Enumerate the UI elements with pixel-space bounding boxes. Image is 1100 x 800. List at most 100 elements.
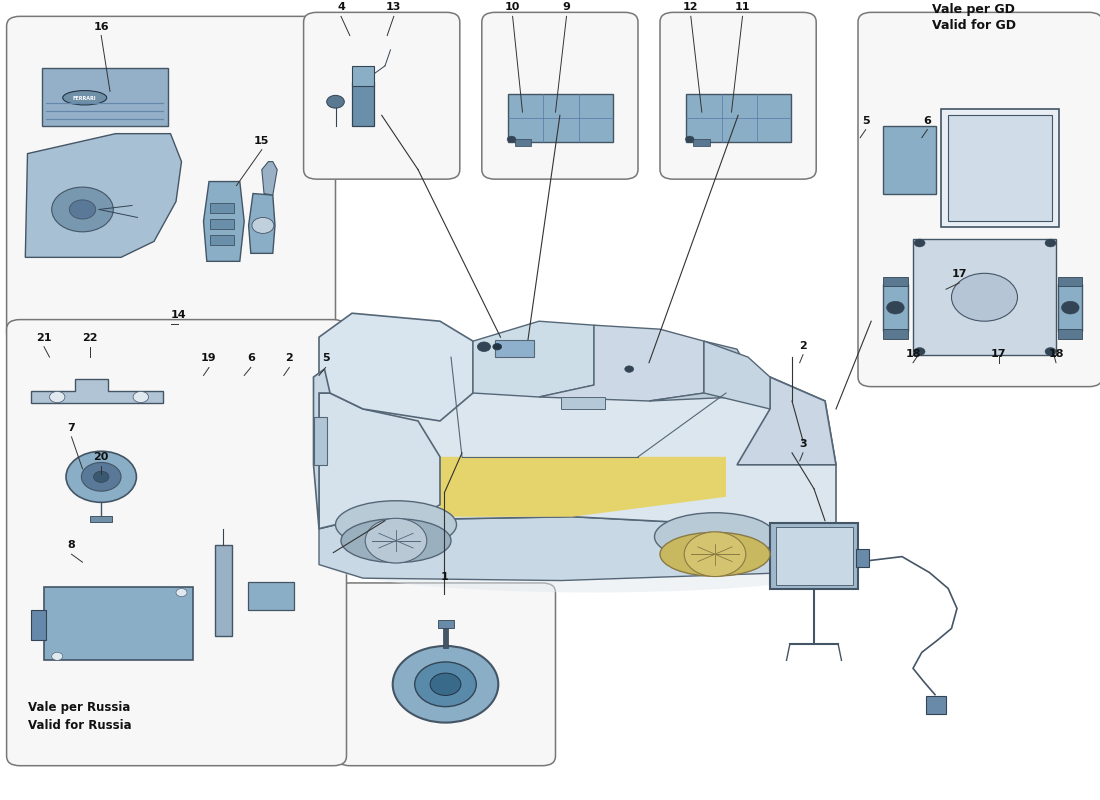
Text: 20: 20 bbox=[94, 453, 109, 462]
Bar bbox=[883, 329, 908, 338]
Bar bbox=[443, 629, 448, 648]
Circle shape bbox=[1045, 347, 1056, 355]
Text: 6: 6 bbox=[923, 116, 932, 126]
Bar bbox=[31, 610, 46, 640]
Text: 5: 5 bbox=[322, 354, 329, 363]
Bar bbox=[1058, 277, 1082, 286]
Bar bbox=[314, 417, 327, 465]
Polygon shape bbox=[649, 341, 748, 401]
FancyBboxPatch shape bbox=[7, 16, 336, 342]
Bar bbox=[926, 696, 946, 714]
Text: 9: 9 bbox=[562, 2, 571, 12]
Text: 16: 16 bbox=[94, 22, 109, 31]
Text: Valid for Russia: Valid for Russia bbox=[28, 719, 131, 732]
Text: 5: 5 bbox=[862, 116, 869, 126]
Text: 18: 18 bbox=[905, 349, 921, 358]
Polygon shape bbox=[440, 457, 726, 517]
Text: 15: 15 bbox=[254, 136, 270, 146]
Text: 12: 12 bbox=[683, 2, 698, 12]
Bar bbox=[248, 582, 294, 610]
FancyBboxPatch shape bbox=[660, 12, 816, 179]
Circle shape bbox=[1045, 239, 1056, 247]
Polygon shape bbox=[319, 393, 440, 529]
Circle shape bbox=[685, 136, 694, 142]
Circle shape bbox=[507, 136, 516, 142]
Polygon shape bbox=[31, 378, 163, 402]
Circle shape bbox=[52, 652, 63, 660]
Bar bbox=[693, 139, 710, 146]
Text: 2: 2 bbox=[799, 341, 807, 350]
FancyBboxPatch shape bbox=[337, 583, 556, 766]
Circle shape bbox=[133, 391, 148, 402]
FancyBboxPatch shape bbox=[304, 12, 460, 179]
Circle shape bbox=[952, 274, 1018, 321]
Bar bbox=[1058, 329, 1082, 338]
Text: 3: 3 bbox=[800, 439, 806, 449]
FancyBboxPatch shape bbox=[482, 12, 638, 179]
Bar bbox=[210, 219, 234, 230]
Ellipse shape bbox=[336, 501, 456, 549]
Circle shape bbox=[69, 200, 96, 219]
Circle shape bbox=[66, 451, 136, 502]
Circle shape bbox=[914, 347, 925, 355]
Circle shape bbox=[252, 218, 274, 234]
Circle shape bbox=[176, 589, 187, 597]
Bar bbox=[214, 545, 232, 637]
Polygon shape bbox=[704, 341, 770, 409]
FancyBboxPatch shape bbox=[858, 12, 1100, 386]
Bar bbox=[948, 114, 1052, 222]
Ellipse shape bbox=[319, 529, 869, 593]
Bar bbox=[561, 397, 605, 409]
Polygon shape bbox=[539, 325, 704, 401]
Bar bbox=[44, 587, 192, 660]
Circle shape bbox=[477, 342, 491, 351]
Circle shape bbox=[50, 391, 65, 402]
Text: 4: 4 bbox=[337, 2, 345, 12]
Text: 8: 8 bbox=[67, 540, 76, 550]
Bar bbox=[883, 126, 936, 194]
Text: 17: 17 bbox=[991, 349, 1006, 358]
Polygon shape bbox=[319, 314, 473, 421]
Text: 19: 19 bbox=[201, 354, 217, 363]
Bar bbox=[90, 516, 112, 522]
Circle shape bbox=[327, 95, 344, 108]
Bar bbox=[210, 235, 234, 246]
Circle shape bbox=[415, 662, 476, 706]
Circle shape bbox=[52, 187, 113, 232]
Circle shape bbox=[365, 518, 427, 563]
Bar bbox=[883, 285, 908, 330]
Text: 11: 11 bbox=[735, 2, 750, 12]
Bar bbox=[210, 203, 234, 214]
Text: 7: 7 bbox=[67, 423, 76, 433]
Bar bbox=[686, 94, 791, 142]
Circle shape bbox=[81, 462, 121, 491]
Bar bbox=[352, 66, 374, 86]
Circle shape bbox=[625, 366, 634, 372]
Text: Vale per Russia: Vale per Russia bbox=[28, 701, 130, 714]
Bar bbox=[883, 277, 908, 286]
Bar bbox=[1058, 285, 1082, 330]
Polygon shape bbox=[473, 321, 594, 397]
Polygon shape bbox=[314, 369, 330, 529]
Text: FERRARI: FERRARI bbox=[73, 96, 97, 101]
Text: Valid for GD: Valid for GD bbox=[932, 19, 1015, 32]
Ellipse shape bbox=[341, 518, 451, 562]
Text: 2: 2 bbox=[285, 354, 294, 363]
Text: 6: 6 bbox=[246, 354, 255, 363]
Circle shape bbox=[430, 673, 461, 695]
Polygon shape bbox=[440, 457, 726, 517]
Polygon shape bbox=[249, 194, 275, 254]
Polygon shape bbox=[262, 162, 277, 195]
Bar bbox=[508, 94, 613, 142]
Polygon shape bbox=[204, 182, 244, 262]
Text: 18: 18 bbox=[1048, 349, 1064, 358]
Circle shape bbox=[493, 343, 502, 350]
Circle shape bbox=[887, 302, 904, 314]
Bar bbox=[42, 68, 168, 126]
Polygon shape bbox=[319, 517, 836, 581]
Bar bbox=[495, 339, 534, 357]
Circle shape bbox=[1062, 302, 1079, 314]
Text: 13: 13 bbox=[386, 2, 402, 12]
Circle shape bbox=[914, 239, 925, 247]
Bar bbox=[856, 550, 869, 567]
